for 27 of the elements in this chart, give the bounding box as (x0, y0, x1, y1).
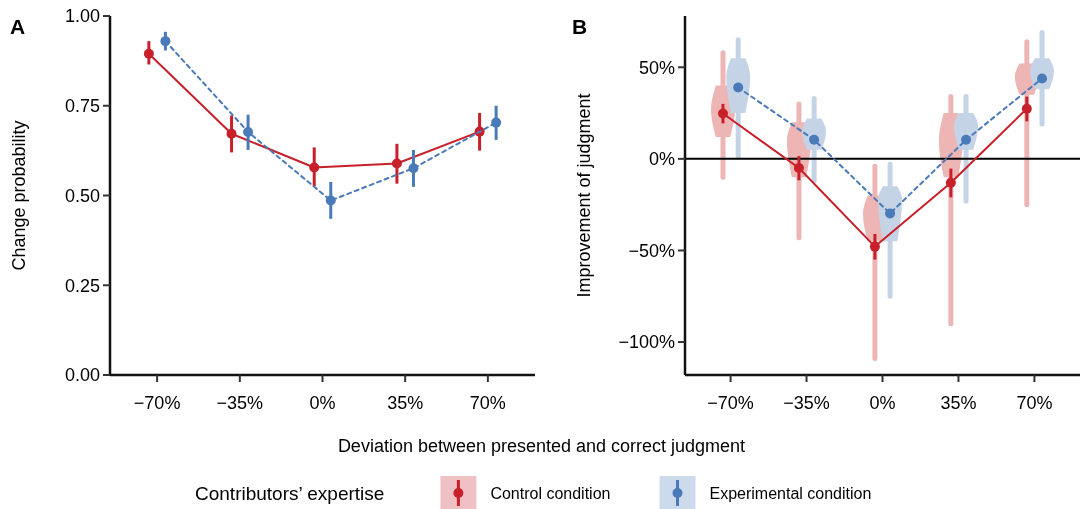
y-tick-label: 50% (638, 57, 675, 78)
legend-title: Contributors’ expertise (195, 482, 385, 504)
y-tick-label: −100% (618, 332, 675, 353)
y-axis-title: Change probability (9, 120, 29, 271)
chart-title: B (572, 15, 588, 38)
x-tick-label: 35% (387, 393, 424, 413)
y-tick-label: 0.75 (64, 96, 100, 117)
x-tick-label: −70% (707, 393, 754, 413)
y-tick-label: 0.50 (64, 185, 100, 206)
legend-label: Control condition (490, 484, 611, 502)
y-tick-label: 0.00 (64, 365, 100, 386)
x-tick-label: −35% (783, 393, 830, 413)
x-axis-title: Deviation between presented and correct judgment (337, 436, 746, 456)
y-tick-label: −50% (628, 240, 675, 261)
x-tick-label: 35% (940, 393, 977, 413)
y-axis-title: Improvement of judgment (574, 93, 594, 298)
x-tick-label: 70% (469, 393, 506, 413)
x-tick-label: 70% (1016, 393, 1053, 413)
y-tick-label: 0.25 (64, 275, 100, 296)
legend-label: Experimental condition (709, 484, 872, 502)
x-tick-label: −35% (216, 393, 264, 413)
x-tick-label: −70% (133, 393, 181, 413)
chart-title: A (10, 15, 26, 38)
y-tick-label: 0% (648, 149, 675, 170)
x-tick-label: 0% (309, 393, 336, 413)
y-tick-label: 1.00 (64, 6, 100, 27)
x-tick-label: 0% (869, 393, 896, 413)
